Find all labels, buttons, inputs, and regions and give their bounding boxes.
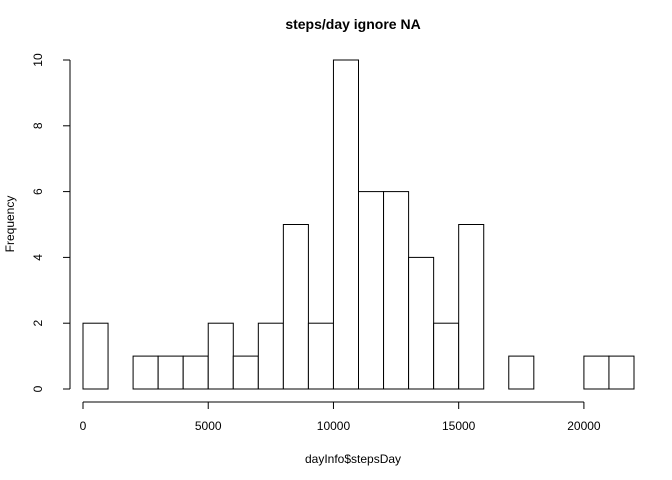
histogram-bar xyxy=(257,322,284,390)
y-tick-label: 4 xyxy=(31,254,45,261)
histogram-bar xyxy=(282,224,309,390)
x-tick-label: 15000 xyxy=(442,419,476,433)
histogram-bar xyxy=(132,355,159,390)
histogram-bar xyxy=(207,322,234,390)
histogram-bar xyxy=(182,355,209,390)
histogram-bar xyxy=(358,191,385,390)
histogram-bar xyxy=(82,322,109,390)
y-axis: 0 2 4 6 8 10 xyxy=(31,53,71,392)
histogram-bar xyxy=(508,355,535,390)
y-tick-label: 6 xyxy=(31,188,45,195)
y-tick-label: 10 xyxy=(31,53,45,67)
y-tick-label: 2 xyxy=(31,320,45,327)
histogram-bar xyxy=(232,355,259,390)
y-tick-label: 8 xyxy=(31,122,45,129)
histogram-bar xyxy=(608,355,635,390)
histogram-bar xyxy=(332,59,360,390)
chart-title: steps/day ignore NA xyxy=(285,16,420,32)
x-tick-label: 0 xyxy=(80,419,87,433)
histogram-bar xyxy=(307,322,334,390)
y-tick-label: 0 xyxy=(31,385,45,392)
histogram-bars xyxy=(82,59,635,390)
x-axis-label: dayInfo$stepsDay xyxy=(305,452,401,466)
histogram-bar xyxy=(433,322,460,390)
y-axis-label: Frequency xyxy=(3,196,17,253)
x-axis: 0 5000 10000 15000 20000 xyxy=(80,401,601,433)
histogram-bar xyxy=(458,224,485,390)
x-tick-label: 20000 xyxy=(567,419,601,433)
histogram-bar xyxy=(583,355,610,390)
x-tick-label: 5000 xyxy=(195,419,222,433)
histogram-bar xyxy=(157,355,184,390)
histogram-bar xyxy=(408,256,435,390)
x-tick-label: 10000 xyxy=(317,419,351,433)
histogram-bar xyxy=(383,191,410,390)
